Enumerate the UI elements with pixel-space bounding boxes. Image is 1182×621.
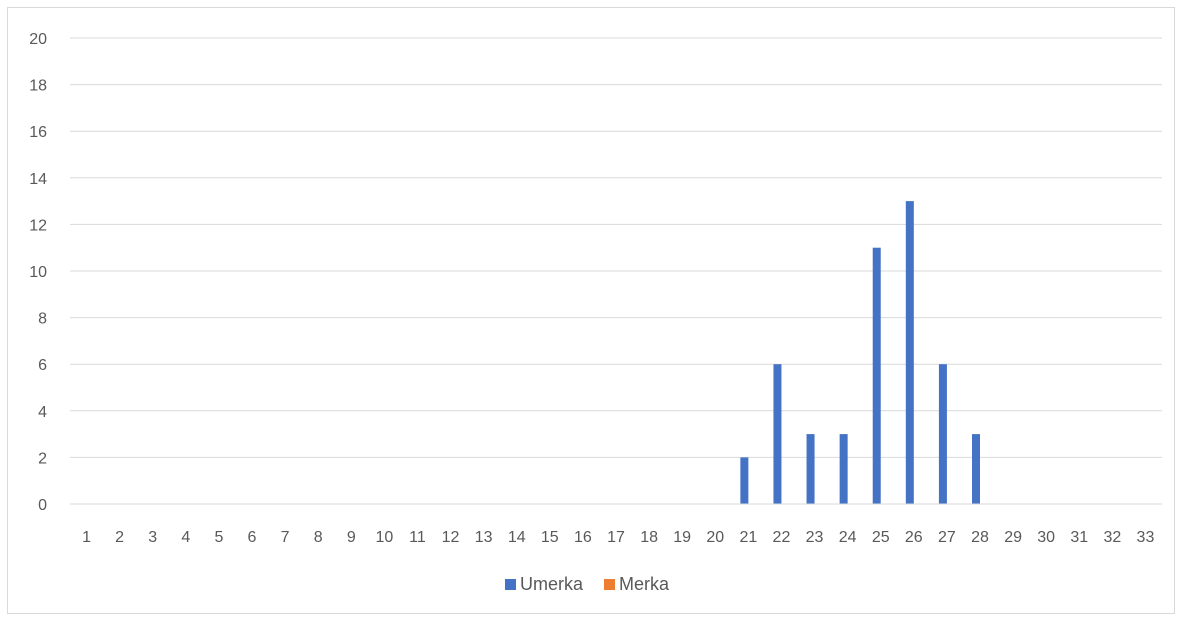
y-tick-label: 0: [38, 497, 47, 514]
bar: [740, 457, 749, 504]
bar: [905, 201, 914, 504]
x-tick-label: 14: [508, 529, 526, 546]
y-axis-tick-labels: 0 2 4 6 8 10 12 14 16 18 20: [29, 31, 47, 514]
chart-frame: [7, 7, 1175, 614]
x-tick-label: 30: [1037, 529, 1055, 546]
x-tick-label: 18: [640, 529, 658, 546]
x-tick-label: 27: [938, 529, 956, 546]
y-tick-label: 10: [29, 264, 47, 281]
bar: [839, 434, 848, 504]
x-tick-label: 1: [82, 529, 91, 546]
x-tick-label: 13: [475, 529, 493, 546]
y-tick-label: 20: [29, 31, 47, 48]
y-tick-label: 18: [29, 78, 47, 95]
y-tick-label: 14: [29, 171, 47, 188]
legend: Umerka Merka: [505, 574, 670, 594]
x-tick-label: 12: [442, 529, 460, 546]
x-tick-label: 10: [375, 529, 393, 546]
x-tick-label: 5: [214, 529, 223, 546]
x-tick-label: 22: [773, 529, 791, 546]
x-axis-tick-labels: 1 2 3 4 5 6 7 8 9 10 11 12 13 14 15 16 17 18 19 20 21 22 23 24 2…: [82, 529, 1154, 546]
bar: [773, 364, 782, 504]
x-tick-label: 6: [248, 529, 257, 546]
x-tick-label: 19: [673, 529, 691, 546]
y-tick-label: 12: [29, 217, 47, 234]
gridlines: [70, 37, 1162, 458]
legend-swatch: [604, 579, 615, 590]
x-tick-label: 8: [314, 529, 323, 546]
bar: [972, 434, 980, 504]
bar: [806, 434, 815, 504]
x-tick-label: 9: [347, 529, 356, 546]
x-tick-label: 15: [541, 529, 559, 546]
x-tick-label: 2: [115, 529, 124, 546]
bar: [872, 247, 881, 504]
legend-swatch: [505, 579, 516, 590]
x-tick-label: 16: [574, 529, 592, 546]
x-tick-label: 4: [181, 529, 190, 546]
legend-label: Umerka: [520, 574, 584, 594]
y-tick-label: 2: [38, 450, 47, 467]
x-tick-label: 11: [409, 529, 426, 546]
bar: [938, 364, 947, 504]
x-tick-label: 3: [148, 529, 157, 546]
x-tick-label: 28: [971, 529, 989, 546]
x-tick-label: 32: [1103, 529, 1121, 546]
x-tick-label: 25: [872, 529, 890, 546]
x-tick-label: 24: [839, 529, 857, 546]
y-tick-label: 16: [29, 124, 47, 141]
x-tick-label: 7: [281, 529, 290, 546]
x-tick-label: 20: [706, 529, 724, 546]
y-tick-label: 6: [38, 357, 47, 374]
x-tick-label: 26: [905, 529, 923, 546]
y-tick-label: 4: [38, 404, 47, 421]
legend-label: Merka: [619, 574, 670, 594]
x-tick-label: 21: [739, 529, 757, 546]
x-tick-label: 23: [806, 529, 824, 546]
y-tick-label: 8: [38, 311, 47, 328]
x-tick-label: 29: [1004, 529, 1022, 546]
x-tick-label: 33: [1137, 529, 1155, 546]
x-tick-label: 31: [1070, 529, 1088, 546]
x-tick-label: 17: [607, 529, 625, 546]
bars: [740, 201, 980, 504]
